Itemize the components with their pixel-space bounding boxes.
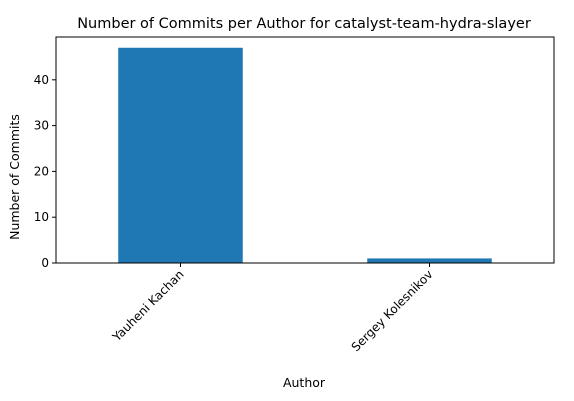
y-tick-label: 40 [34,73,49,87]
chart-title: Number of Commits per Author for catalys… [77,16,531,32]
x-tick-label: Yauheni Kachan [109,267,186,344]
x-axis-label: Author [283,375,326,390]
y-axis-label: Number of Commits [7,114,22,240]
y-tick-label: 30 [34,119,49,133]
y-axis: 0 10 20 30 40 [34,73,56,270]
y-tick-label: 0 [41,256,49,270]
bar-sergey-kolesnikov [367,258,492,263]
x-axis: Yauheni Kachan Sergey Kolesnikov [109,263,436,354]
bars-group [118,47,492,264]
bar-yauheni-kachan [118,47,243,264]
y-tick-label: 10 [34,210,49,224]
x-tick-label: Sergey Kolesnikov [349,267,436,354]
y-tick-label: 20 [34,164,49,178]
plot-frame [55,36,555,264]
